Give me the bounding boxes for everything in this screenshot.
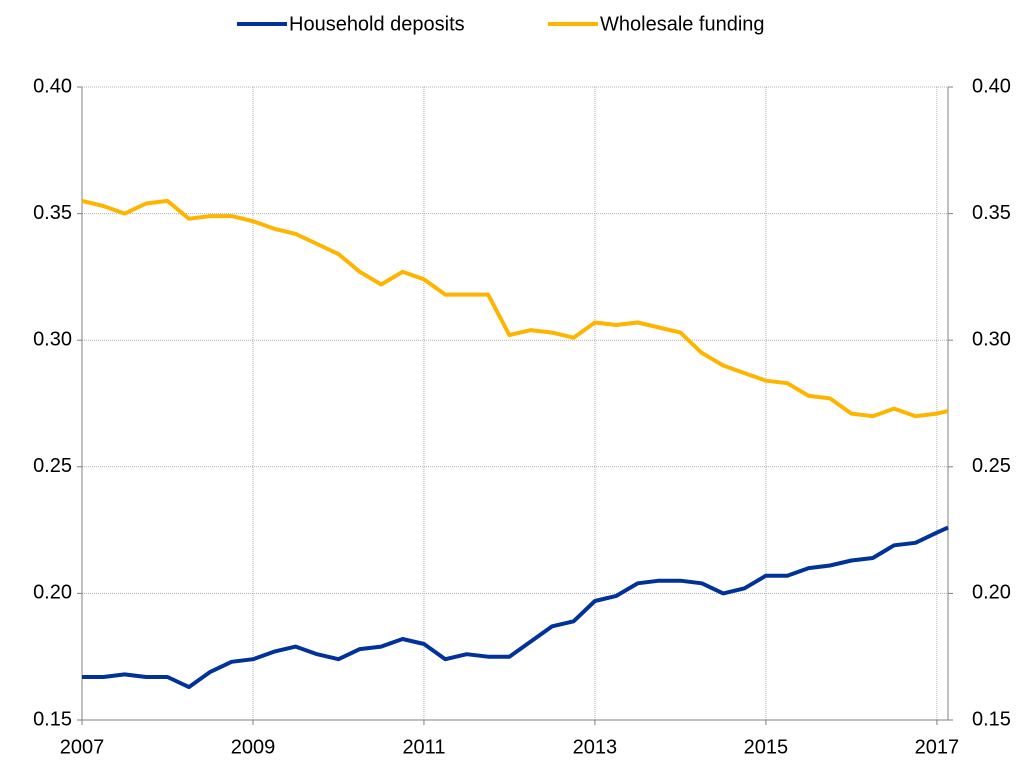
- y2-tick-label: 0.15: [972, 708, 1011, 730]
- x-tick-label: 2009: [231, 736, 276, 758]
- y2-tick-label: 0.30: [972, 328, 1011, 350]
- y2-tick-label: 0.20: [972, 582, 1011, 604]
- x-tick-label: 2007: [60, 736, 105, 758]
- legend-label: Wholesale funding: [600, 13, 765, 35]
- y-tick-label: 0.20: [33, 582, 72, 604]
- series-line: [81, 198, 949, 419]
- x-tick-label: 2011: [402, 736, 445, 758]
- y-tick-label: 0.30: [33, 328, 72, 350]
- y-tick-label: 0.35: [33, 202, 72, 224]
- x-tick-label: 2015: [744, 736, 789, 758]
- y2-tick-label: 0.35: [972, 202, 1011, 224]
- y-tick-label: 0.15: [33, 708, 72, 730]
- series-line: [82, 525, 949, 690]
- legend-label: Household deposits: [289, 13, 465, 35]
- y-tick-label: 0.25: [33, 455, 72, 477]
- x-tick-label: 2017: [915, 736, 960, 758]
- y2-tick-label: 0.40: [972, 75, 1011, 97]
- y-tick-label: 0.40: [33, 75, 72, 97]
- x-tick-label: 2013: [573, 736, 618, 758]
- y2-tick-label: 0.25: [972, 455, 1011, 477]
